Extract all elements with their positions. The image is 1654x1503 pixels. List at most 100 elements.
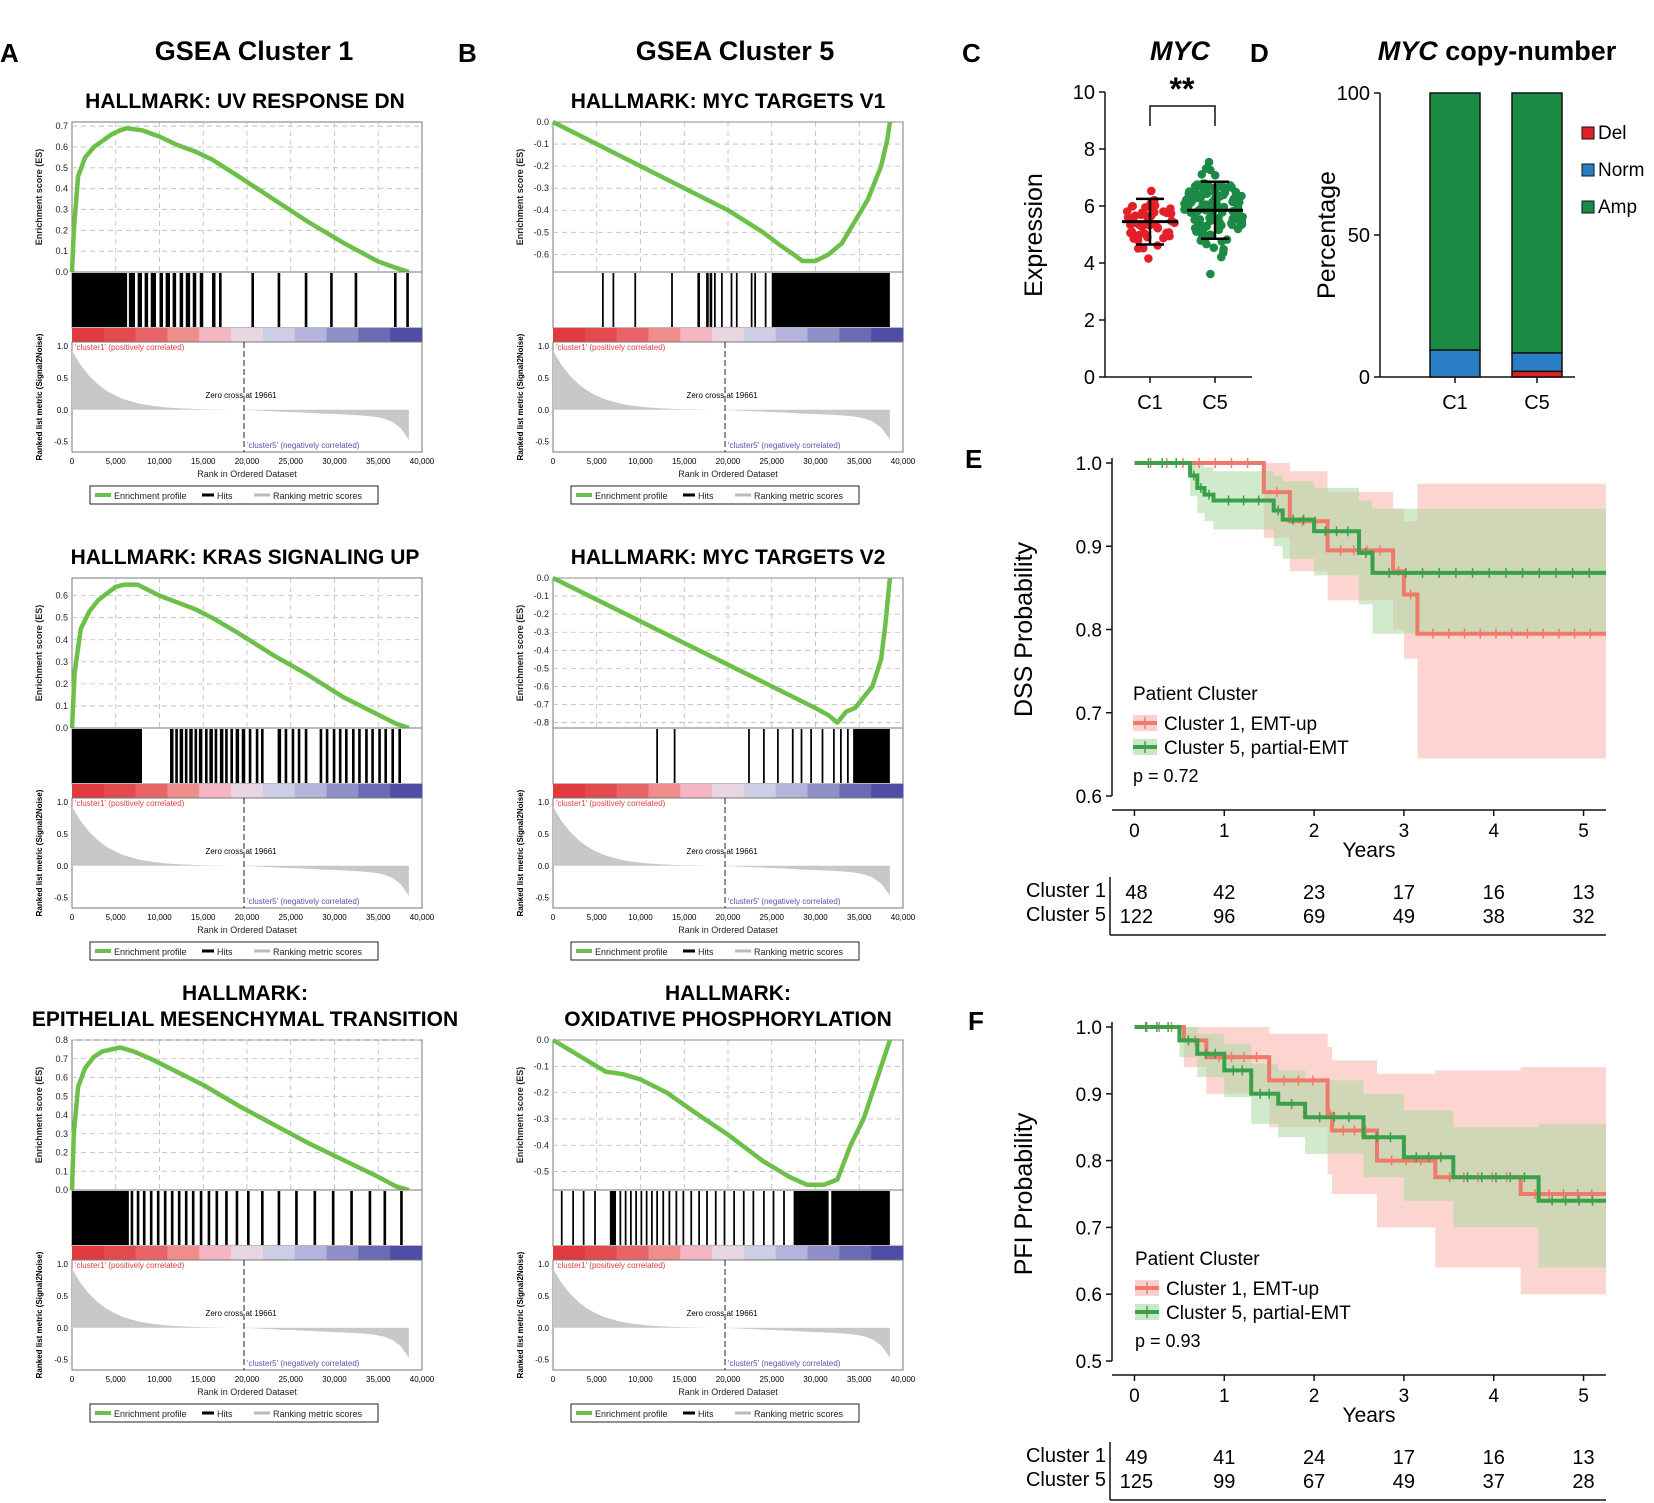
hit-bar — [205, 729, 208, 783]
x-tick-label: 5 — [1578, 1386, 1589, 1407]
metric-tick-label: 1.0 — [57, 342, 69, 351]
risk-count: 24 — [1303, 1447, 1325, 1469]
data-point-c5 — [1198, 200, 1207, 209]
es-tick-label: -0.5 — [533, 1167, 549, 1177]
data-point-c5 — [1206, 165, 1215, 175]
metric-tick-label: 0.5 — [538, 374, 550, 383]
hit-bar — [662, 1191, 665, 1245]
y-tick-label: 0 — [1359, 367, 1370, 389]
hit-bar — [136, 1191, 140, 1245]
risk-count: 49 — [1125, 1447, 1147, 1469]
risk-count: 13 — [1572, 1447, 1594, 1469]
zero-cross-label: Zero cross at 19661 — [205, 847, 277, 856]
metric-tick-label: -0.5 — [535, 894, 549, 903]
rank-gradient-segment — [358, 784, 391, 798]
hit-bar — [212, 273, 216, 327]
hit-bar — [609, 1191, 616, 1245]
x-tick-label: 3 — [1399, 821, 1410, 842]
rank-gradient-segment — [839, 784, 872, 798]
hit-bar — [184, 729, 188, 783]
y-tick-label: 50 — [1348, 225, 1370, 247]
metric-frame — [71, 797, 423, 909]
data-point-c1 — [1141, 203, 1150, 212]
rank-gradient-segment — [743, 1246, 777, 1260]
data-point-c1 — [1123, 213, 1133, 222]
p-value: p = 0.93 — [1135, 1331, 1201, 1351]
positive-correlation-label: 'cluster1' (positively correlated) — [75, 1261, 185, 1270]
hit-bar — [247, 1191, 250, 1245]
hit-bar — [225, 729, 228, 783]
hit-bar — [771, 273, 890, 327]
es-tick-label: 0.3 — [55, 1129, 68, 1139]
positive-correlation-label: 'cluster1' (positively correlated) — [75, 799, 185, 808]
x-tick-label: 0 — [551, 1375, 556, 1384]
metric-frame — [552, 1259, 904, 1371]
legend-label-cluster1: Cluster 1, EMT-up — [1166, 1279, 1319, 1300]
pfi-km-panel: 0.5 0.6 0.7 0.8 0.9 1.0 0 1 2 3 4 5 Years PFI Probabi… — [1010, 1018, 1606, 1501]
x-axis-title: Years — [1343, 839, 1396, 862]
gsea-panel-b3: HALLMARK: OXIDATIVE PHOSPHORYLATION 0.0 -0.… — [515, 982, 916, 1423]
hit-bar — [72, 273, 128, 327]
es-tick-label: 0.6 — [55, 591, 68, 601]
data-point-c5 — [1228, 214, 1238, 223]
hit-bar — [184, 1191, 188, 1245]
hit-bar — [192, 273, 197, 327]
hit-bar — [752, 1191, 755, 1245]
data-point-c1 — [1164, 228, 1174, 237]
myc-title: MYC — [1150, 36, 1211, 66]
x-tick-label: 35,000 — [847, 1375, 872, 1384]
x-tick-label: 0 — [1129, 1386, 1140, 1407]
metric-tick-label: 0.5 — [538, 830, 550, 839]
rank-gradient-segment — [807, 1246, 840, 1260]
x-axis-title: Rank in Ordered Dataset — [678, 469, 778, 479]
x-tick-label: 25,000 — [760, 1375, 785, 1384]
rank-gradient-segment — [231, 784, 264, 798]
risk-row-label: Cluster 5 — [1026, 1469, 1106, 1491]
rank-gradient-segment — [199, 328, 232, 342]
ci-band-cluster5 — [1134, 463, 1606, 634]
legend-swatch-norm — [1581, 163, 1595, 177]
data-point-c1 — [1127, 227, 1137, 236]
rank-gradient-segment — [584, 1246, 618, 1260]
hit-bar — [742, 1191, 745, 1245]
hit-bar — [651, 1191, 653, 1245]
legend-metric-label: Ranking metric scores — [754, 1409, 844, 1419]
survival-curve-cluster5 — [1134, 461, 1606, 575]
hit-bar — [345, 729, 348, 783]
legend-box — [570, 941, 860, 961]
y-tick-label: 6 — [1084, 196, 1095, 218]
hit-bar — [763, 729, 765, 783]
es-tick-label: -0.5 — [533, 663, 549, 673]
data-point-c5 — [1231, 192, 1241, 201]
hit-bar — [847, 729, 849, 783]
es-tick-label: 0.5 — [55, 1091, 68, 1101]
hit-bar — [772, 1191, 775, 1245]
hit-bar — [821, 729, 824, 783]
data-point-c1 — [1147, 186, 1156, 196]
enrichment-profile-line — [69, 126, 410, 275]
x-axis-title: Rank in Ordered Dataset — [678, 925, 778, 935]
metric-tick-label: 1.0 — [538, 1260, 550, 1269]
data-point-c5 — [1209, 243, 1219, 252]
x-axis-title: Years — [1343, 1404, 1396, 1427]
x-tick-label: 30,000 — [803, 1375, 828, 1384]
es-tick-label: 0.2 — [55, 1148, 68, 1158]
es-tick-label: 0.1 — [55, 701, 68, 711]
x-tick-label: 35,000 — [847, 913, 872, 922]
hit-bar — [144, 273, 149, 327]
es-y-axis-title: Enrichment score (ES) — [515, 149, 525, 246]
rank-gradient-segment — [326, 784, 359, 798]
x-tick-label: 0 — [1129, 821, 1140, 842]
data-point-c1 — [1144, 254, 1153, 263]
hit-bar — [840, 729, 842, 783]
hit-bar — [594, 1191, 596, 1245]
data-point-c5 — [1185, 187, 1194, 196]
x-tick-label: 40,000 — [891, 913, 916, 922]
hit-bar — [709, 273, 713, 327]
x-tick-label: 15,000 — [672, 457, 697, 466]
hit-bar — [338, 729, 342, 783]
hit-bar — [673, 729, 676, 783]
y-tick-label: 100 — [1337, 83, 1370, 105]
metric-tick-label: 1.0 — [57, 1260, 69, 1269]
es-tick-label: -0.3 — [533, 627, 549, 637]
